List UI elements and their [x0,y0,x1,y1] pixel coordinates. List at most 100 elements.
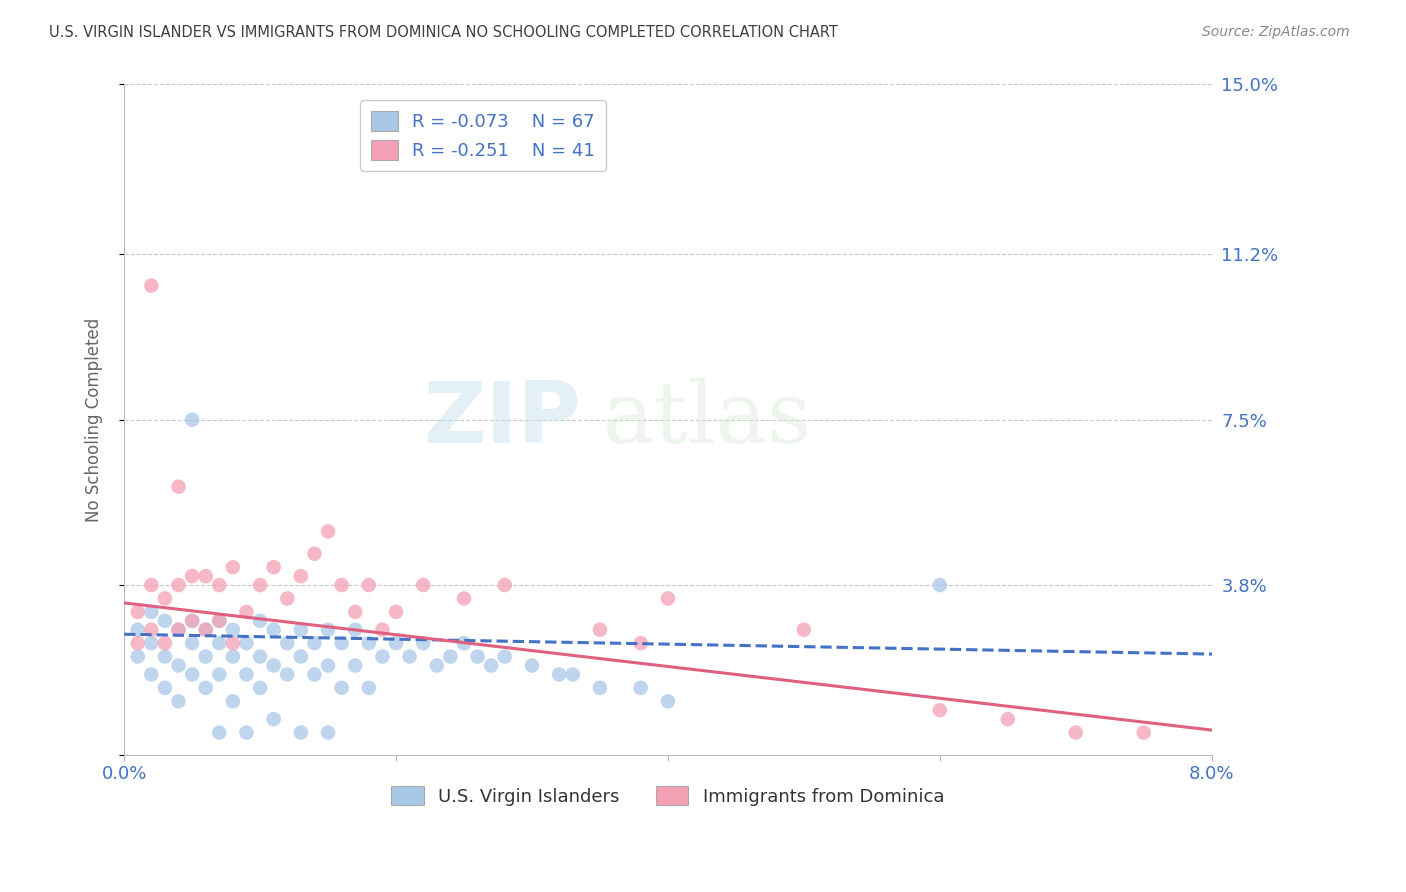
Point [385,605,408,619]
Point [194,649,217,664]
Point [167,623,190,637]
Point [141,667,163,681]
Point [453,591,475,606]
Point [657,591,679,606]
Point [316,524,339,539]
Point [263,658,285,673]
Point [263,623,285,637]
Point [141,578,163,592]
Point [630,636,652,650]
Point [371,649,394,664]
Point [208,614,231,628]
Point [208,614,231,628]
Point [304,636,326,650]
Point [263,560,285,574]
Point [235,636,257,650]
Point [344,623,367,637]
Point [181,412,204,426]
Point [398,649,420,664]
Point [208,667,231,681]
Point [426,658,449,673]
Point [316,658,339,673]
Point [235,605,257,619]
Point [222,649,245,664]
Point [263,712,285,726]
Point [494,649,516,664]
Point [330,636,353,650]
Point [276,636,298,650]
Point [127,623,149,637]
Point [235,667,257,681]
Point [589,623,612,637]
Point [194,569,217,583]
Point [479,658,502,673]
Text: Source: ZipAtlas.com: Source: ZipAtlas.com [1202,25,1350,39]
Point [127,649,149,664]
Point [304,547,326,561]
Point [235,725,257,739]
Point [249,649,271,664]
Point [153,614,176,628]
Point [997,712,1019,726]
Point [304,667,326,681]
Point [1132,725,1154,739]
Point [793,623,815,637]
Point [330,578,353,592]
Point [141,278,163,293]
Point [439,649,461,664]
Point [153,681,176,695]
Point [344,605,367,619]
Point [520,658,543,673]
Point [344,658,367,673]
Point [153,649,176,664]
Point [412,636,434,650]
Point [181,636,204,650]
Point [412,578,434,592]
Point [194,681,217,695]
Point [357,578,380,592]
Point [630,681,652,695]
Point [928,578,950,592]
Point [167,480,190,494]
Point [208,636,231,650]
Text: ZIP: ZIP [423,378,581,461]
Point [290,569,312,583]
Point [371,623,394,637]
Point [1064,725,1087,739]
Point [928,703,950,717]
Point [153,591,176,606]
Point [494,578,516,592]
Point [290,649,312,664]
Point [167,578,190,592]
Point [467,649,489,664]
Point [453,636,475,650]
Point [167,694,190,708]
Point [249,614,271,628]
Point [181,569,204,583]
Point [357,681,380,695]
Point [127,605,149,619]
Point [276,591,298,606]
Point [194,623,217,637]
Point [385,636,408,650]
Point [561,667,583,681]
Point [222,560,245,574]
Point [249,578,271,592]
Point [141,623,163,637]
Point [181,614,204,628]
Point [222,636,245,650]
Point [181,614,204,628]
Point [249,681,271,695]
Point [316,725,339,739]
Point [222,694,245,708]
Point [208,578,231,592]
Point [589,681,612,695]
Point [222,623,245,637]
Text: atlas: atlas [603,378,811,461]
Text: U.S. VIRGIN ISLANDER VS IMMIGRANTS FROM DOMINICA NO SCHOOLING COMPLETED CORRELAT: U.S. VIRGIN ISLANDER VS IMMIGRANTS FROM … [49,25,838,40]
Point [357,636,380,650]
Point [153,636,176,650]
Y-axis label: No Schooling Completed: No Schooling Completed [86,318,103,522]
Point [141,636,163,650]
Point [657,694,679,708]
